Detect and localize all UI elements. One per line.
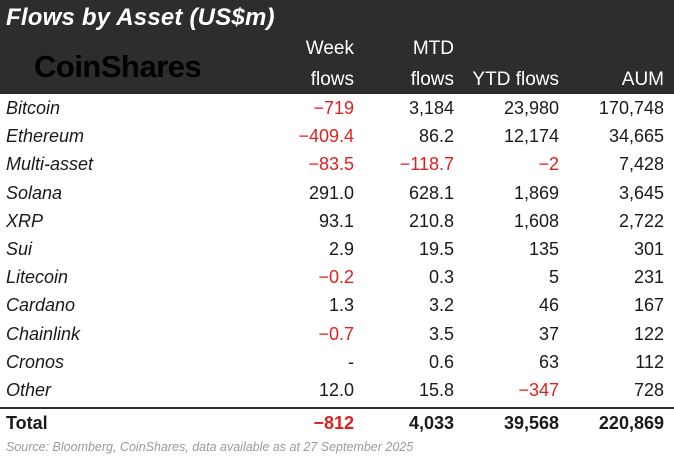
mtd-flows-value: 15.8 xyxy=(418,379,454,400)
asset-name: XRP xyxy=(6,210,44,231)
ytd-flows-value: 46 xyxy=(538,295,559,316)
week-flows-value: −83.5 xyxy=(308,154,354,175)
asset-name: Sui xyxy=(6,238,33,259)
week-flows-value: 1.3 xyxy=(328,295,354,316)
total-label: Total xyxy=(6,413,48,433)
total-divider xyxy=(0,407,674,409)
aum-value: 34,665 xyxy=(608,126,664,147)
column-header-week-line2: flows xyxy=(310,69,354,90)
table-row: Solana 291.0 628.1 1,869 3,645 xyxy=(0,179,674,207)
table-row: Cronos - 0.6 63 112 xyxy=(0,348,674,376)
column-header-week-line1: Week xyxy=(305,38,354,59)
mtd-flows-value: 19.5 xyxy=(418,238,454,259)
ytd-flows-value: 23,980 xyxy=(503,98,559,118)
ytd-flows-value: −2 xyxy=(538,154,559,175)
week-flows-value: 12.0 xyxy=(318,379,354,400)
table-row: XRP 93.1 210.8 1,608 2,722 xyxy=(0,207,674,235)
column-header-ytd-flows: YTD flows xyxy=(472,69,559,90)
week-flows-value: −0.2 xyxy=(318,267,354,288)
column-header-mtd-line1: MTD xyxy=(412,38,454,59)
asset-name: Solana xyxy=(6,182,63,203)
mtd-flows-value: 210.8 xyxy=(408,210,454,231)
total-aum: 220,869 xyxy=(598,413,664,433)
aum-value: 301 xyxy=(633,238,664,259)
asset-name: Ethereum xyxy=(6,126,85,147)
column-header-mtd-line2: flows xyxy=(410,69,454,90)
asset-name: Litecoin xyxy=(6,267,69,288)
week-flows-value: - xyxy=(348,351,354,372)
column-header-aum: AUM xyxy=(621,69,664,90)
table-body: Bitcoin −719 3,184 23,980 170,748 Ethereum −40… xyxy=(0,94,674,404)
asset-name: Other xyxy=(6,379,52,400)
source-note: Source: Bloomberg, CoinShares, data avai… xyxy=(6,440,414,454)
table-row: Other 12.0 15.8 −347 728 xyxy=(0,376,674,404)
mtd-flows-value: 3.2 xyxy=(428,295,454,316)
aum-value: 7,428 xyxy=(618,154,664,175)
week-flows-value: 93.1 xyxy=(318,210,354,231)
mtd-flows-value: 3,184 xyxy=(408,98,454,118)
week-flows-value: 2.9 xyxy=(328,238,354,259)
week-flows-value: −0.7 xyxy=(318,323,354,344)
mtd-flows-value: 0.6 xyxy=(428,351,454,372)
aum-value: 3,645 xyxy=(618,182,664,203)
mtd-flows-value: 86.2 xyxy=(418,126,454,147)
mtd-flows-value: 0.3 xyxy=(428,267,454,288)
ytd-flows-value: 5 xyxy=(548,267,559,288)
mtd-flows-value: 628.1 xyxy=(408,182,454,203)
column-header-week-flows: Week flows xyxy=(306,33,354,95)
total-week-flows: −812 xyxy=(313,413,354,433)
ytd-flows-value: −347 xyxy=(518,379,559,400)
ytd-flows-value: 37 xyxy=(538,323,559,344)
asset-name: Cardano xyxy=(6,295,76,316)
ytd-flows-value: 63 xyxy=(538,351,559,372)
table-row: Cardano 1.3 3.2 46 167 xyxy=(0,291,674,319)
ytd-flows-value: 12,174 xyxy=(503,126,559,147)
total-row: Total −812 4,033 39,568 220,869 xyxy=(0,409,674,437)
mtd-flows-value: 3.5 xyxy=(428,323,454,344)
page-title: Flows by Asset (US$m) xyxy=(6,4,275,31)
total-mtd-flows: 4,033 xyxy=(408,413,454,433)
aum-value: 122 xyxy=(633,323,664,344)
ytd-flows-value: 135 xyxy=(528,238,559,259)
aum-value: 2,722 xyxy=(618,210,664,231)
table-row: Ethereum −409.4 86.2 12,174 34,665 xyxy=(0,122,674,150)
coinshares-logo: CoinShares xyxy=(34,49,202,84)
asset-name: Multi-asset xyxy=(6,154,94,175)
asset-name: Chainlink xyxy=(6,323,81,344)
column-header-mtd-flows: MTD flows xyxy=(411,33,454,95)
total-ytd-flows: 39,568 xyxy=(503,413,559,433)
week-flows-value: −719 xyxy=(313,98,354,118)
aum-value: 728 xyxy=(633,379,664,400)
week-flows-value: −409.4 xyxy=(298,126,354,147)
mtd-flows-value: −118.7 xyxy=(399,154,454,175)
table-header: Flows by Asset (US$m) CoinShares Week fl… xyxy=(0,0,674,94)
aum-value: 231 xyxy=(633,267,664,288)
table-row: Bitcoin −719 3,184 23,980 170,748 xyxy=(0,94,674,122)
asset-name: Bitcoin xyxy=(6,98,61,118)
week-flows-value: 291.0 xyxy=(308,182,354,203)
ytd-flows-value: 1,608 xyxy=(513,210,559,231)
aum-value: 112 xyxy=(635,351,664,372)
table-row: Multi-asset −83.5 −118.7 −2 7,428 xyxy=(0,150,674,178)
aum-value: 167 xyxy=(633,295,664,316)
ytd-flows-value: 1,869 xyxy=(513,182,559,203)
table-row: Chainlink −0.7 3.5 37 122 xyxy=(0,320,674,348)
table-row: Sui 2.9 19.5 135 301 xyxy=(0,235,674,263)
asset-name: Cronos xyxy=(6,351,65,372)
table-row: Litecoin −0.2 0.3 5 231 xyxy=(0,263,674,291)
aum-value: 170,748 xyxy=(598,98,664,118)
